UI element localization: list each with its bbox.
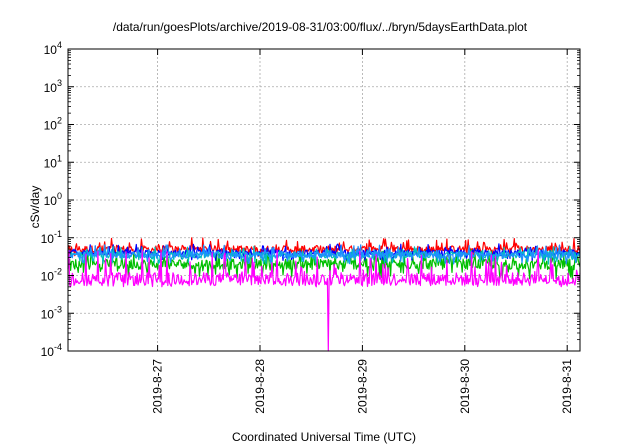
x-tick-labels: 2019-8-27 2019-8-28 2019-8-29 2019-8-30 2019… — [151, 359, 575, 414]
chart-title: /data/run/goesPlots/archive/2019-08-31/0… — [112, 20, 528, 34]
series-line — [67, 249, 581, 352]
y-tick-label: 101 — [44, 153, 62, 170]
y-tick-label: 100 — [44, 191, 62, 208]
data-series — [67, 237, 581, 352]
y-tick-label: 10-2 — [41, 267, 62, 284]
x-tick-label: 2019-8-28 — [253, 359, 267, 414]
series-line — [67, 237, 581, 258]
y-tick-label: 10-1 — [41, 229, 62, 246]
x-tick-label: 2019-8-27 — [151, 359, 165, 414]
axis-ticks — [68, 48, 580, 352]
y-axis-label: cSv/day — [28, 185, 42, 229]
y-tick-label: 104 — [44, 40, 62, 57]
grid-lines — [68, 49, 580, 351]
y-tick-label: 103 — [44, 78, 62, 95]
x-tick-label: 2019-8-29 — [355, 359, 369, 414]
series-line — [67, 244, 581, 265]
y-tick-label: 102 — [44, 116, 62, 133]
x-tick-label: 2019-8-31 — [560, 359, 574, 414]
y-tick-labels: 10-4 10-3 10-2 10-1 100 101 102 103 104 — [41, 40, 62, 359]
y-tick-label: 10-3 — [41, 304, 62, 321]
x-tick-label: 2019-8-30 — [458, 359, 472, 414]
x-axis-label: Coordinated Universal Time (UTC) — [231, 430, 417, 444]
y-tick-label: 10-4 — [41, 342, 62, 359]
